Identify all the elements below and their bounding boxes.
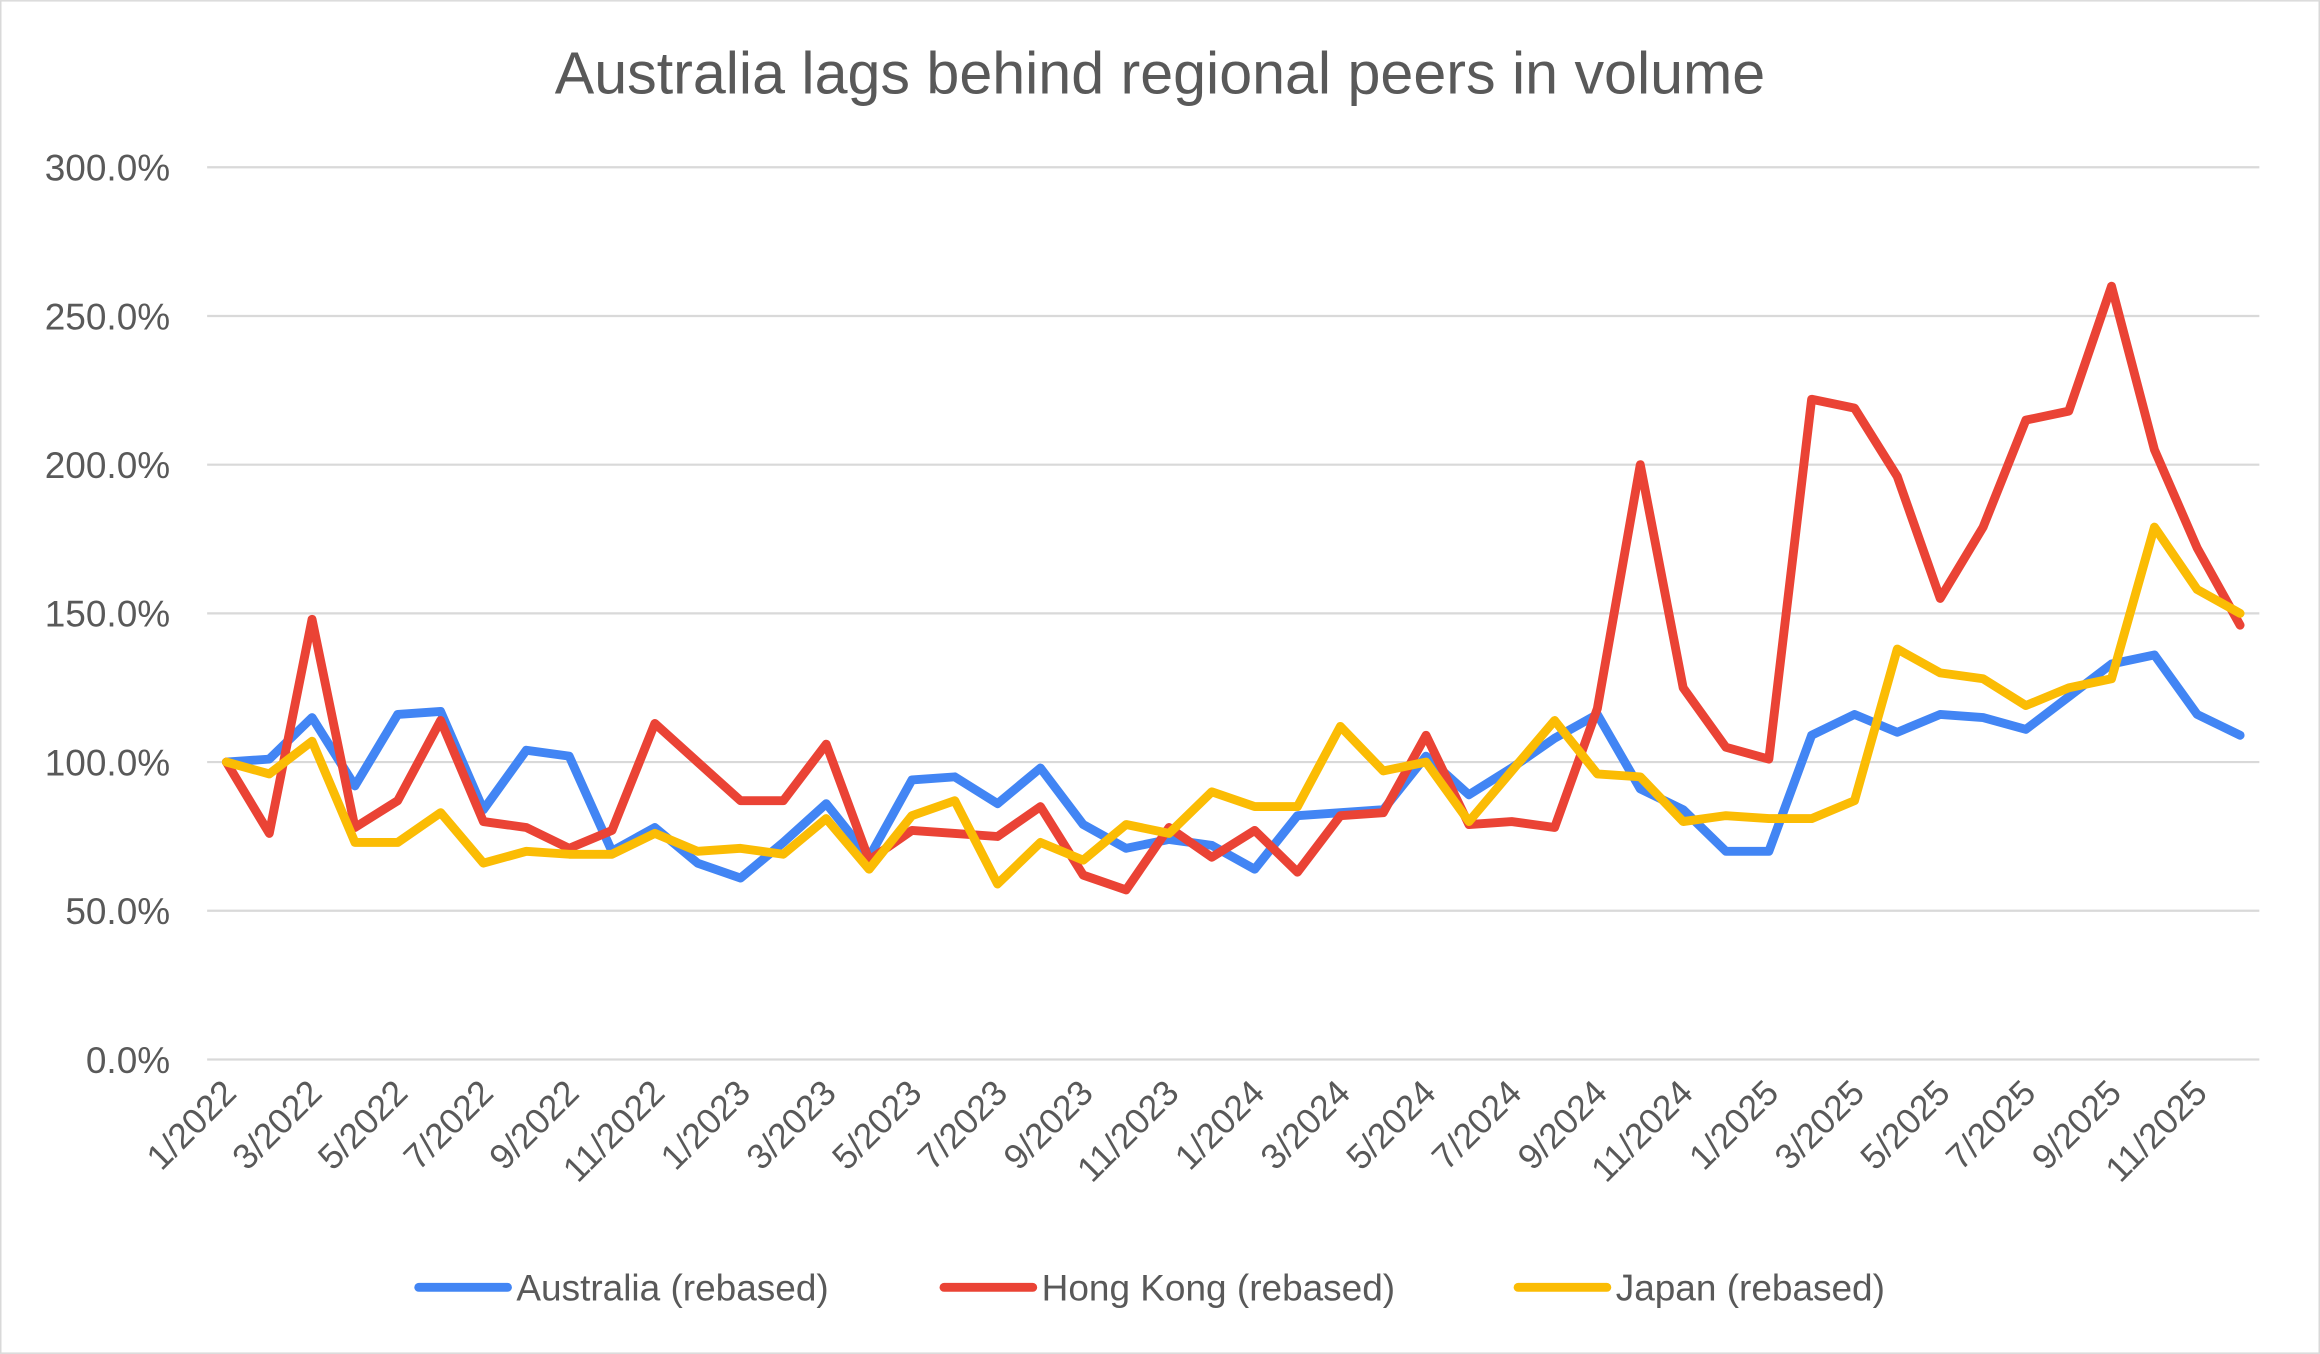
series-line-australia [221,650,2245,883]
legend-label: Australia (rebased) [516,1268,828,1309]
legend-item: Australia (rebased) [414,1268,829,1309]
legend-label: Japan (rebased) [1616,1268,1885,1309]
series-line-japan [221,522,2245,889]
y-tick-label: 200.0% [45,445,170,486]
legend-item: Hong Kong (rebased) [939,1268,1395,1309]
y-tick-label: 0.0% [86,1040,170,1081]
legend-label: Hong Kong (rebased) [1042,1268,1395,1309]
y-tick-label: 250.0% [45,296,170,337]
y-tick-label: 150.0% [45,594,170,635]
y-tick-label: 100.0% [45,742,170,783]
y-tick-label: 300.0% [45,148,170,189]
legend-item: Japan (rebased) [1513,1268,1885,1309]
series-line-hong [221,281,2245,895]
y-tick-label: 50.0% [65,891,170,932]
chart-title: Australia lags behind regional peers in … [555,39,1765,106]
